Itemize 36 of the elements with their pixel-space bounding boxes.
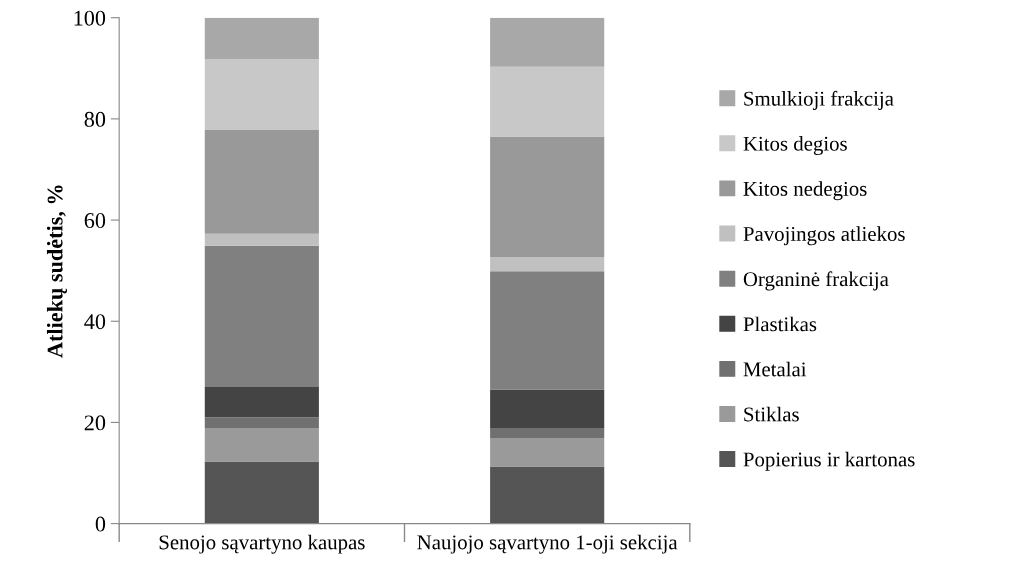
legend-label: Kitos degios [743,136,847,156]
legend-label: Metalai [743,361,807,377]
bar [204,245,319,388]
bar [204,427,319,462]
bar [204,59,319,131]
y-axis-title: Atliekų sudėtis, % [46,185,68,358]
y-tick-label: 100 [74,10,106,26]
bar [204,387,319,418]
legend-label: Stiklas [744,406,799,422]
bar [490,136,605,257]
bar [490,256,605,272]
y-tick-label: 40 [84,314,106,330]
bar [490,438,605,467]
legend-label: Plastikas [743,316,817,332]
bar [490,66,605,137]
bar [204,461,319,524]
legend-label: Smulkioji frakcija [744,90,894,110]
bar [490,427,605,439]
y-tick-label: 0 [95,516,106,532]
legend-label: Organinė frakcija [743,271,889,291]
y-tick-label: 20 [84,415,106,431]
bar [204,17,319,60]
x-tick-label: Senojo sąvartyno kaupas [159,534,365,554]
x-tick-label: Naujojo sąvartyno 1-oji sekcija [417,534,678,554]
legend-label: Pavojingos atliekos [743,226,905,246]
bar [490,271,605,390]
y-tick-label: 80 [84,111,106,127]
bar [490,17,605,67]
bar [204,417,319,428]
y-tick-label: 60 [84,213,106,228]
legend-label: Popierius ir kartonas [743,451,915,471]
bar [204,130,319,234]
bar [204,233,319,246]
bar [490,466,605,524]
legend-label: Kitos nedegios [743,181,867,201]
bar [490,389,605,428]
